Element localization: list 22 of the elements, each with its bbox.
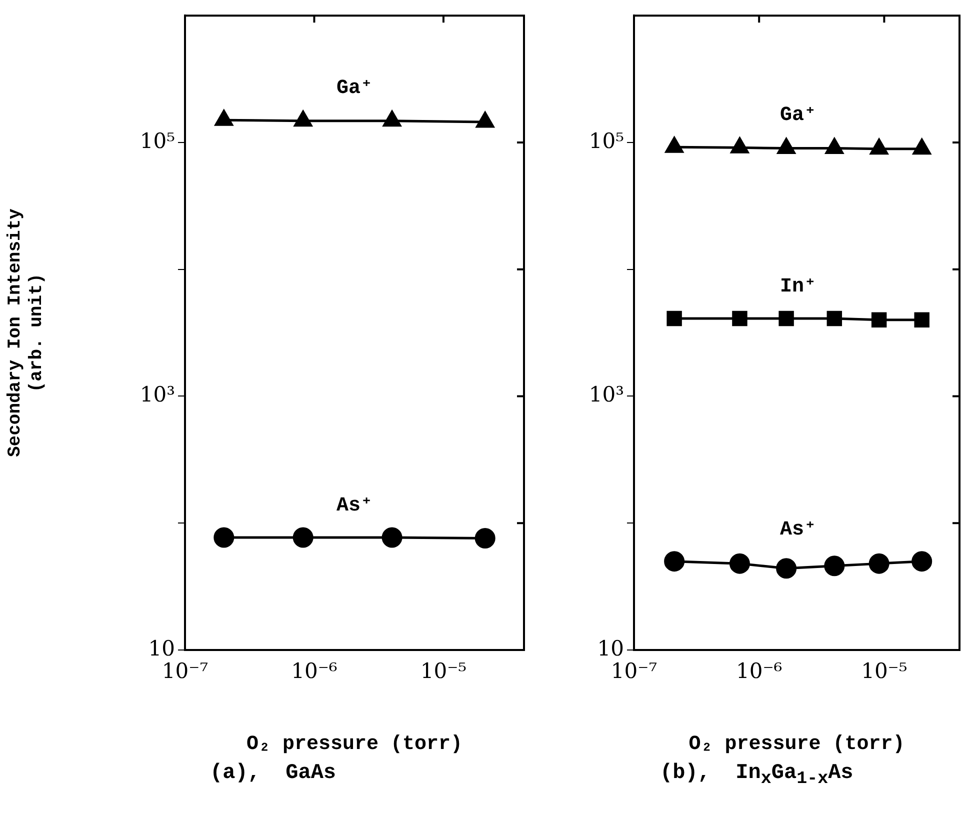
series-label: Ga⁺ (336, 77, 373, 100)
text: (b), In$_{x}$Ga$_{1-x}$As (660, 762, 854, 790)
y-tick-label: 10 (148, 636, 175, 660)
y-tick-label: 10⁵ (588, 128, 624, 153)
x-tick-label: 10⁻⁵ (861, 659, 908, 684)
x-tick-label: 10⁻⁵ (420, 659, 467, 684)
x-axis-title: O₂ pressure (torr) (688, 733, 905, 756)
series-label: As⁺ (780, 518, 816, 542)
x-axis-title: O₂ pressure (torr) (246, 733, 463, 756)
y-tick-label: 10³ (588, 382, 624, 407)
text: (a), GaAs (210, 762, 336, 785)
series-label: Ga⁺ (780, 104, 816, 128)
y-axis-title: Secondary Ion Intensity (arb. unit) (5, 208, 47, 458)
series-label: As⁺ (336, 494, 373, 518)
x-tick-label: 10⁻⁷ (162, 659, 208, 684)
y-tick-label: 10⁵ (140, 128, 175, 153)
y-tick-label: 10 (597, 636, 624, 660)
x-tick-label: 10⁻⁶ (291, 659, 338, 684)
y-tick-label: 10³ (140, 382, 175, 407)
series-label: In⁺ (780, 276, 816, 299)
x-tick-label: 10⁻⁶ (736, 659, 782, 684)
x-tick-label: 10⁻⁷ (610, 659, 658, 684)
